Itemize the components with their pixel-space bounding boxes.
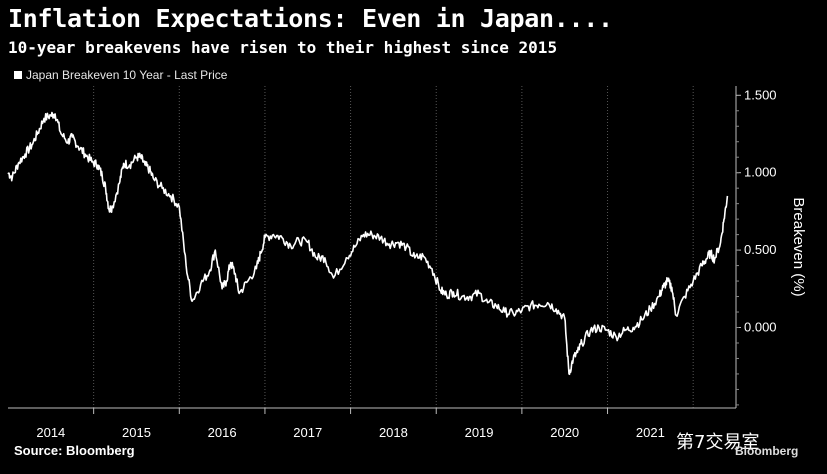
watermark-text: 第7交易室 [676,432,760,453]
series-line-japan-breakeven [7,111,729,376]
x-tick-label: 2017 [293,425,322,440]
legend-swatch [14,71,22,79]
legend: Japan Breakeven 10 Year - Last Price [14,68,227,82]
y-tick-label: 0.000 [744,320,777,335]
x-tick-label: 2014 [36,425,65,440]
legend-label: Japan Breakeven 10 Year - Last Price [26,68,228,82]
chart-title: Inflation Expectations: Even in Japan...… [8,4,613,33]
x-tick-label: 2018 [379,425,408,440]
y-tick-label: 1.000 [744,165,777,180]
x-tick-label: 2019 [465,425,494,440]
x-tick-label: 2021 [636,425,665,440]
x-tick-label: 2016 [208,425,237,440]
y-tick-label: 1.500 [744,87,777,102]
source-note: Source: Bloomberg [14,443,135,458]
axes [8,86,741,414]
brand-label: Bloomberg [735,444,799,458]
y-tick-labels: 0.000 0.500 1.000 1.500 [744,87,777,334]
x-tick-label: 2015 [122,425,151,440]
x-tick-labels: 2014 2015 2016 2017 2018 2019 2020 2021 [36,425,664,440]
x-tick-label: 2020 [550,425,579,440]
chart-subtitle: 10-year breakevens have risen to their h… [8,38,558,57]
y-axis-label: Breakeven (%) [790,197,807,296]
y-tick-label: 0.500 [744,242,777,257]
